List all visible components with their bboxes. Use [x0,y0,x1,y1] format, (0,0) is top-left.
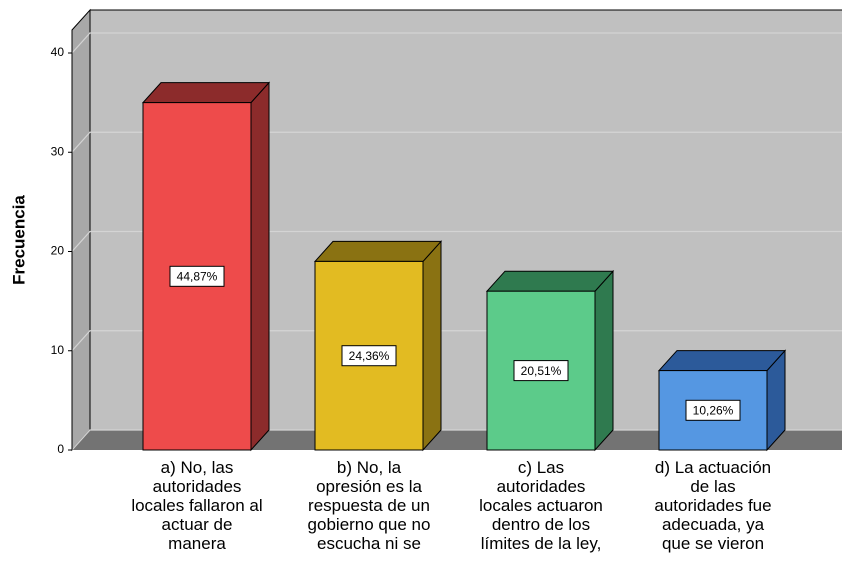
y-axis-label: Frecuencia [9,195,28,285]
y-tick-label: 30 [51,144,65,158]
back-wall [90,10,842,430]
value-label: 10,26% [693,403,734,417]
grid-line [71,131,842,153]
bar-top [657,350,787,372]
bar-side [250,81,270,452]
grid-line [71,32,842,54]
left-wall [71,8,91,452]
value-label-box [513,360,569,382]
value-label: 20,51% [521,364,562,378]
bar [485,269,615,452]
bar-side [594,269,614,452]
bar-top [141,82,271,104]
bar-top [485,270,615,292]
bar [657,349,787,452]
value-label-box [169,265,225,287]
grid-line [71,230,842,252]
x-tick-label: c) Las autoridades locales actuaron dent… [479,458,603,553]
y-tick-label: 40 [51,45,65,59]
value-label: 24,36% [349,349,390,363]
y-tick-label: 0 [57,442,64,456]
value-label-box [685,399,741,421]
x-tick-label: d) La actuación de las autoridades fue a… [654,458,772,553]
x-tick-label: b) No, la opresión es la respuesta de un… [307,458,431,553]
bar-side [422,240,442,452]
y-tick-label: 10 [51,343,65,357]
value-label-box [341,345,397,367]
y-tick-label: 20 [51,244,65,258]
value-label: 44,87% [177,269,218,283]
bar-top [313,240,443,262]
x-tick-label: a) No, las autoridades locales fallaron … [131,458,263,553]
